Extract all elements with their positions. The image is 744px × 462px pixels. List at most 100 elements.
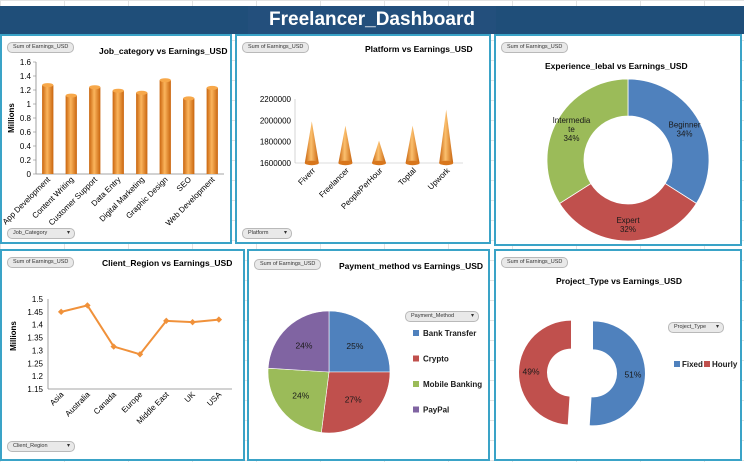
field-button-sum-earnings[interactable]: Sum of Earnings_USD	[7, 257, 75, 268]
cone-toptal	[405, 125, 420, 163]
bar-top-seo	[183, 96, 195, 101]
cone-base-freelancer	[338, 160, 353, 166]
y-tick-label: 1.3	[32, 346, 44, 355]
slice-crypto	[321, 371, 391, 434]
y-tick-label: 1.15	[27, 385, 43, 394]
y-tick-label: 0.2	[20, 156, 32, 165]
chart-title-client-region: Client_Region vs Earnings_USD	[102, 258, 233, 268]
experience-doughnut-chart: Beginner 34% Expert 32% Intermedia te 34%	[546, 78, 710, 242]
project-type-filter[interactable]: Project_Type	[668, 322, 724, 333]
y-tick-label: 1.4	[32, 321, 44, 330]
platform-cone-chart: 1600000 1800000 2000000 2200000 Fiverr Freela…	[260, 95, 463, 211]
y-tick-label: 0.4	[20, 142, 32, 151]
y-tick-label: 0	[27, 170, 32, 179]
project-type-doughnut-chart: 51% 49%	[519, 320, 645, 426]
y-axis-title: Millions	[9, 321, 18, 351]
field-button-sum-earnings[interactable]: Sum of Earnings_USD	[254, 259, 322, 270]
cone-base-toptal	[405, 160, 420, 166]
field-button-sum-earnings[interactable]: Sum of Earnings_USD	[501, 42, 569, 53]
legend-label-fixed: Fixed	[682, 360, 703, 369]
bar-web-development	[206, 87, 218, 174]
x-tick-label: Graphic Design	[124, 175, 169, 220]
cone-base-fiverr	[304, 160, 319, 166]
cone-fiverr	[304, 121, 319, 163]
client-region-filter[interactable]: Client_Region	[7, 441, 75, 452]
y-tick-label: 1600000	[260, 159, 292, 168]
legend-label-crypto: Crypto	[423, 355, 449, 364]
bar-top-content-writing	[65, 93, 77, 98]
legend-swatch-fixed	[674, 361, 680, 367]
cone-base-upwork	[439, 160, 454, 166]
panel-project-type[interactable]: Sum of Earnings_USD Project_Type vs Earn…	[494, 249, 742, 461]
bar-top-app-development	[42, 83, 54, 88]
chart-title-experience: Experience_lebal vs Earnings_USD	[545, 61, 688, 71]
point-middle-east	[163, 317, 170, 325]
y-tick-label: 0.8	[20, 114, 32, 123]
legend-swatch-paypal	[413, 406, 419, 413]
project-type-legend: Fixed Hourly	[674, 360, 738, 369]
panel-experience[interactable]: Sum of Earnings_USD Experience_lebal vs …	[494, 34, 742, 246]
chart-title-platform: Platform vs Earnings_USD	[365, 44, 473, 54]
slice-label-mobile-banking: 24%	[292, 390, 309, 400]
payment-method-pie-chart: 25% 27% 24% 24%	[267, 310, 391, 434]
cone-upwork	[439, 109, 454, 163]
y-tick-label: 1.45	[27, 308, 43, 317]
panel-client-region[interactable]: Sum of Earnings_USD Client_Region vs Ear…	[0, 249, 245, 461]
slice-expert	[559, 183, 697, 242]
field-button-sum-earnings[interactable]: Sum of Earnings_USD	[501, 257, 569, 268]
legend-label-bank-transfer: Bank Transfer	[423, 329, 476, 338]
field-button-sum-earnings[interactable]: Sum of Earnings_USD	[242, 42, 310, 53]
bar-customer-support	[89, 87, 101, 174]
bar-data-entry	[112, 90, 124, 174]
payment-method-filter[interactable]: Payment_Method	[405, 311, 479, 322]
legend-swatch-bank-transfer	[413, 330, 419, 336]
panel-job-category[interactable]: Sum of Earnings_USD Job_category vs Earn…	[0, 34, 232, 244]
field-button-sum-earnings[interactable]: Sum of Earnings_USD	[7, 42, 75, 53]
chart-title-project-type: Project_Type vs Earnings_USD	[556, 276, 682, 286]
x-tick-label: Freelancer	[317, 166, 351, 200]
slice-label-hourly: 49%	[523, 366, 540, 376]
legend-label-mobile-banking: Mobile Banking	[423, 380, 482, 389]
legend-swatch-hourly	[704, 361, 710, 367]
chart-title-job-category: Job_category vs Earnings_USD	[99, 46, 228, 56]
cone-peopleperhour	[372, 140, 386, 163]
y-tick-label: 1.5	[32, 295, 44, 304]
point-australia	[84, 302, 91, 309]
platform-filter[interactable]: Platform	[242, 228, 292, 239]
x-tick-label: UK	[183, 390, 198, 405]
point-usa	[215, 316, 223, 323]
legend-label-hourly: Hourly	[712, 360, 738, 369]
series-line	[60, 304, 219, 356]
y-tick-label: 2200000	[260, 95, 292, 104]
y-axis-title: Millions	[7, 103, 16, 133]
slice-label-bank-transfer: 25%	[346, 341, 363, 351]
legend-label-paypal: PayPal	[423, 406, 449, 415]
bar-top-graphic-design	[159, 78, 171, 83]
dashboard-title-bar: Freelancer_Dashboard	[0, 6, 744, 34]
bar-top-web-development	[206, 85, 218, 90]
x-tick-label: Canada	[92, 390, 119, 417]
chart-title-payment-method: Payment_method vs Earnings_USD	[339, 261, 484, 271]
payment-method-legend: Bank Transfer Crypto Mobile Banking PayPal	[413, 329, 482, 415]
job-category-filter[interactable]: Job_Category	[7, 228, 75, 239]
title-selected-cells	[248, 6, 496, 34]
y-tick-label: 1.25	[27, 359, 43, 368]
x-tick-label: Toptal	[397, 166, 419, 188]
legend-swatch-crypto	[413, 355, 419, 362]
bar-seo	[183, 98, 195, 174]
bar-app-development	[42, 85, 54, 174]
y-tick-label: 0.6	[20, 128, 32, 137]
bar-graphic-design	[159, 80, 171, 174]
y-tick-label: 2000000	[260, 116, 292, 125]
slice-label-crypto: 27%	[345, 394, 362, 404]
x-tick-label: SEO	[175, 175, 193, 193]
bar-digital-marketing	[136, 92, 148, 174]
slice-beginner	[627, 78, 710, 204]
slice-label-fixed: 51%	[624, 370, 641, 380]
slice-label-beginner: Beginner 34%	[669, 120, 701, 138]
y-tick-label: 1.2	[20, 86, 32, 95]
panel-platform[interactable]: Sum of Earnings_USD Platform vs Earnings…	[235, 34, 491, 244]
bar-content-writing	[65, 95, 77, 174]
panel-payment-method[interactable]: Sum of Earnings_USD Payment_method vs Ea…	[247, 249, 490, 461]
